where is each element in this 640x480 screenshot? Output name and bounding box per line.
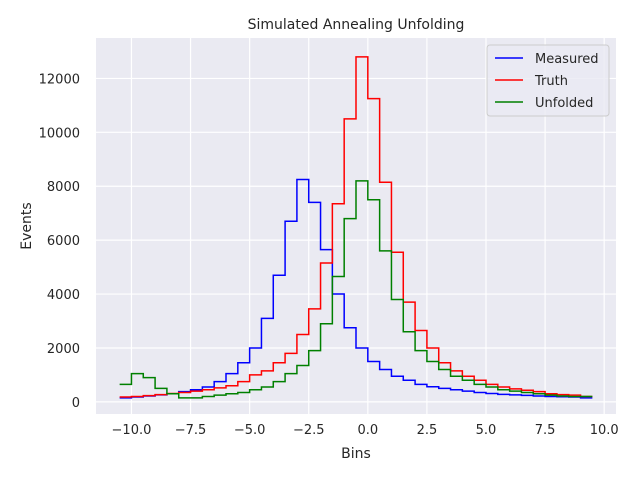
x-axis-label: Bins <box>341 446 371 462</box>
x-tick-label: −2.5 <box>293 423 325 438</box>
x-tick-label: 7.5 <box>535 423 556 438</box>
y-axis-ticks: 0 2000 4000 6000 8000 10000 12000 <box>39 72 80 410</box>
y-tick-label: 2000 <box>47 342 80 357</box>
legend-label-unfolded: Unfolded <box>535 96 593 111</box>
y-tick-label: 12000 <box>39 72 80 87</box>
y-axis-label: Events <box>19 202 35 249</box>
y-tick-label: 6000 <box>47 234 80 249</box>
y-tick-label: 0 <box>72 396 80 411</box>
y-tick-label: 4000 <box>47 288 80 303</box>
chart-title: Simulated Annealing Unfolding <box>248 17 465 33</box>
legend-label-truth: Truth <box>534 74 568 89</box>
x-tick-label: 5.0 <box>476 423 497 438</box>
x-axis-ticks: −10.0 −7.5 −5.0 −2.5 0.0 2.5 5.0 7.5 10.0 <box>112 423 619 438</box>
y-tick-label: 8000 <box>47 180 80 195</box>
legend-box <box>486 44 610 117</box>
series-group <box>119 56 593 399</box>
legend: Measured Truth Unfolded <box>486 44 610 117</box>
legend-label-measured: Measured <box>535 52 599 67</box>
x-tick-label: −7.5 <box>175 423 207 438</box>
x-tick-label: 10.0 <box>590 423 619 438</box>
x-tick-label: 2.5 <box>417 423 438 438</box>
x-tick-label: −10.0 <box>112 423 152 438</box>
series-line-truth <box>119 56 593 398</box>
series-line-unfolded <box>119 180 593 399</box>
x-tick-label: 0.0 <box>357 423 378 438</box>
y-tick-label: 10000 <box>39 126 80 141</box>
x-tick-label: −5.0 <box>234 423 266 438</box>
